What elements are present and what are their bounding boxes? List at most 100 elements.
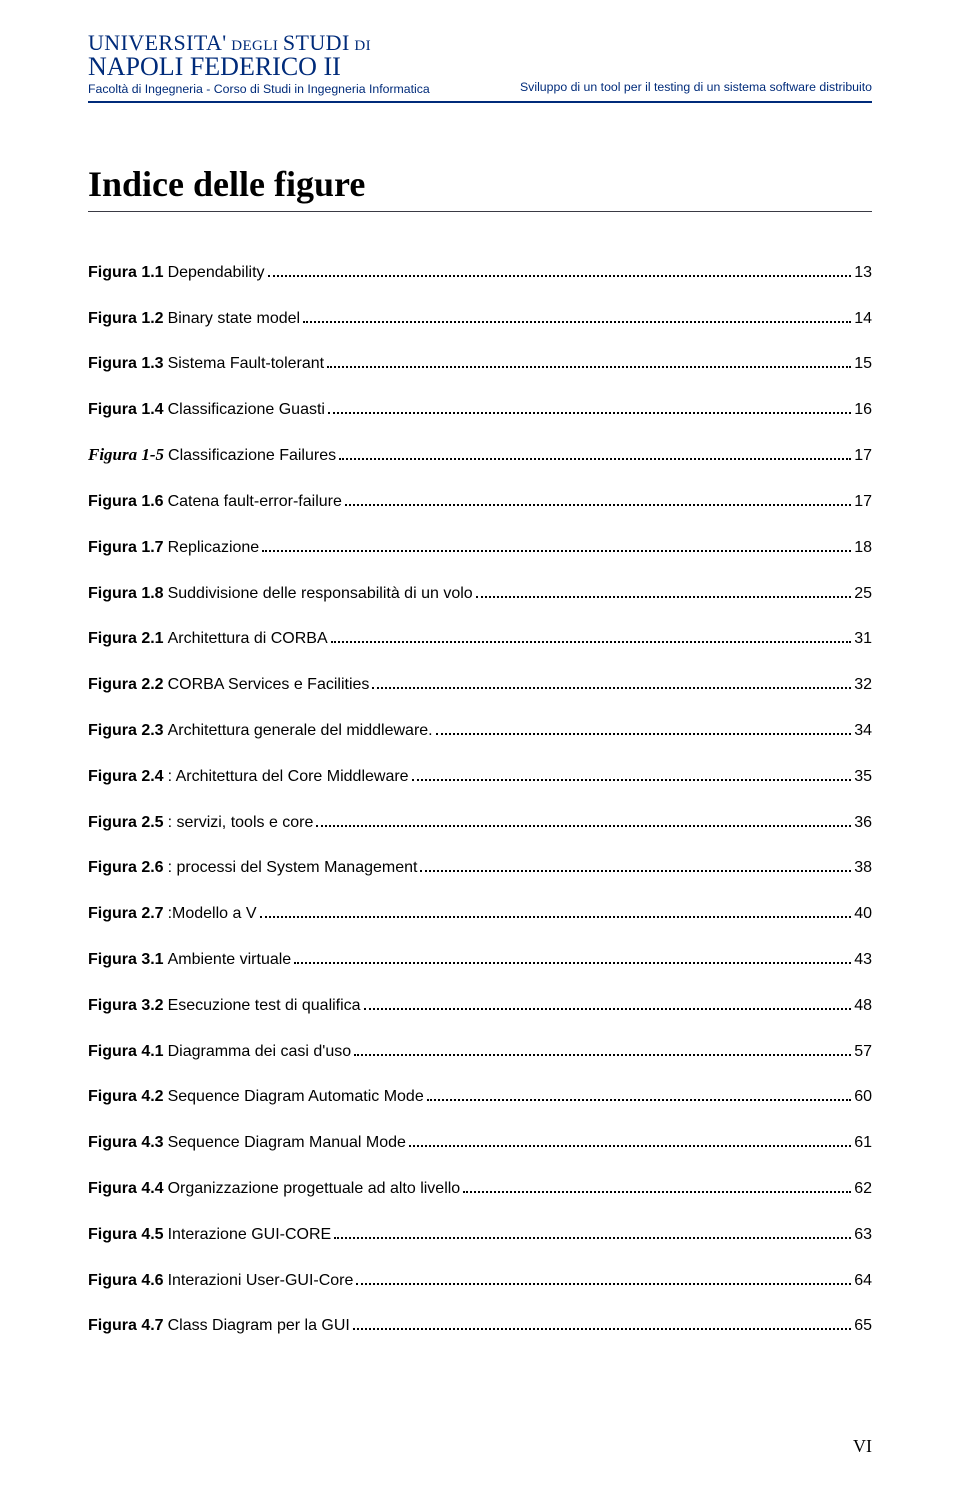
figure-label: Figura 4.4 [88,1180,164,1198]
figure-label: Figura 2.4 [88,768,164,786]
figure-label: Figura 1.6 [88,493,164,511]
figure-page: 16 [854,401,872,419]
figure-page: 32 [854,676,872,694]
figure-label: Figura 2.2 [88,676,164,694]
figure-label: Figura 2.1 [88,630,164,648]
toc-row: Figura 3.2 Esecuzione test di qualifica4… [88,995,872,1015]
uni-di: DI [354,38,371,54]
figure-label: Figura 4.7 [88,1317,164,1335]
figure-label: Figura 2.3 [88,722,164,740]
figure-title: Ambiente virtuale [168,951,292,969]
toc-row: Figura 4.7 Class Diagram per la GUI 65 [88,1316,872,1336]
toc-row: Figura 2.2 CORBA Services e Facilities 32 [88,674,872,694]
figure-label: Figura 4.5 [88,1226,164,1244]
figure-page: 17 [854,447,872,465]
header-divider [88,101,872,103]
faculty-line: Facoltà di Ingegneria - Corso di Studi i… [88,82,430,96]
header-left: UNIVERSITA' DEGLI STUDI DI NAPOLI FEDERI… [88,30,430,96]
figure-page: 35 [854,768,872,786]
table-of-figures: Figura 1.1 Dependability13Figura 1.2 Bin… [88,262,872,1335]
figure-label: Figura 4.3 [88,1134,164,1152]
dot-leader [427,1087,851,1102]
dot-leader [345,491,851,506]
figure-label: Figura 3.1 [88,951,164,969]
dot-leader [339,445,851,460]
toc-row: Figura 4.3 Sequence Diagram Manual Mode 6… [88,1132,872,1152]
figure-page: 40 [854,905,872,923]
figure-label: Figura 1.3 [88,355,164,373]
dot-leader [409,1132,851,1147]
figure-title: Suddivisione delle responsabilità di un … [168,585,473,603]
figure-label: Figura 1.1 [88,264,164,282]
figure-page: 25 [854,585,872,603]
doc-title-header: Sviluppo di un tool per il testing di un… [520,80,872,96]
figure-title: Organizzazione progettuale ad alto livel… [168,1180,461,1198]
toc-row: Figura 1.4 Classificazione Guasti 16 [88,399,872,419]
page-header: UNIVERSITA' DEGLI STUDI DI NAPOLI FEDERI… [88,30,872,98]
figure-page: 38 [854,859,872,877]
figure-page: 13 [854,264,872,282]
toc-row: Figura 4.2 Sequence Diagram Automatic Mo… [88,1087,872,1107]
figure-title: Catena fault-error-failure [168,493,342,511]
figure-title: Interazioni User-GUI-Core [168,1272,354,1290]
figure-label: Figura 4.1 [88,1043,164,1061]
figure-title: CORBA Services e Facilities [168,676,370,694]
figure-page: 34 [854,722,872,740]
figure-page: 14 [854,310,872,328]
figure-title: Architettura di CORBA [168,630,328,648]
dot-leader [316,812,851,827]
figure-title: Classificazione Guasti [168,401,325,419]
dot-leader [262,537,851,552]
figure-page: 15 [854,355,872,373]
dot-leader [260,903,852,918]
toc-row: Figura 4.6 Interazioni User-GUI-Core 64 [88,1270,872,1290]
toc-row: Figura 2.1 Architettura di CORBA31 [88,629,872,649]
figure-page: 61 [854,1134,872,1152]
toc-row: Figura 2.4: Architettura del Core Middle… [88,766,872,786]
figure-title: : processi del System Management [168,859,418,877]
toc-row: Figura 4.4 Organizzazione progettuale ad… [88,1178,872,1198]
figure-title: Binary state model [168,310,301,328]
toc-row: Figura 1.8 Suddivisione delle responsabi… [88,583,872,603]
dot-leader [354,1041,851,1056]
dot-leader [356,1270,851,1285]
toc-row: Figura 1.6 Catena fault-error-failure 17 [88,491,872,511]
figure-title: Classificazione Failures [168,447,336,465]
dot-leader [331,629,852,644]
figure-page: 17 [854,493,872,511]
dot-leader [268,262,852,277]
figure-page: 63 [854,1226,872,1244]
figure-title: :Modello a V [168,905,257,923]
figure-page: 64 [854,1272,872,1290]
figure-title: Esecuzione test di qualifica [168,997,361,1015]
dot-leader [327,354,851,369]
dot-leader [364,995,852,1010]
toc-row: Figura 2.5: servizi, tools e core36 [88,812,872,832]
figure-title: Sequence Diagram Manual Mode [168,1134,406,1152]
figure-label: Figura 1.7 [88,539,164,557]
dot-leader [372,674,851,689]
figure-page: 65 [854,1317,872,1335]
figure-title: Sequence Diagram Automatic Mode [168,1088,424,1106]
toc-row: Figura 1.7 Replicazione18 [88,537,872,557]
figure-label: Figura 1.4 [88,401,164,419]
dot-leader [420,858,851,873]
figure-label: Figura 4.6 [88,1272,164,1290]
page-number: VI [853,1436,872,1457]
page: UNIVERSITA' DEGLI STUDI DI NAPOLI FEDERI… [0,0,960,1493]
toc-row: Figura 4.1 Diagramma dei casi d'uso57 [88,1041,872,1061]
figure-title: Replicazione [168,539,260,557]
university-line2: NAPOLI FEDERICO II [88,54,430,80]
figure-page: 57 [854,1043,872,1061]
figure-label: Figura 4.2 [88,1088,164,1106]
toc-row: Figura 1-5 Classificazione Failures17 [88,445,872,465]
figure-title: : servizi, tools e core [168,814,314,832]
page-title: Indice delle figure [88,163,872,212]
toc-row: Figura 1.2 Binary state model14 [88,308,872,328]
toc-row: Figura 2.7 :Modello a V40 [88,903,872,923]
figure-label: Figura 3.2 [88,997,164,1015]
toc-row: Figura 1.1 Dependability13 [88,262,872,282]
dot-leader [476,583,852,598]
dot-leader [353,1316,851,1331]
figure-page: 36 [854,814,872,832]
